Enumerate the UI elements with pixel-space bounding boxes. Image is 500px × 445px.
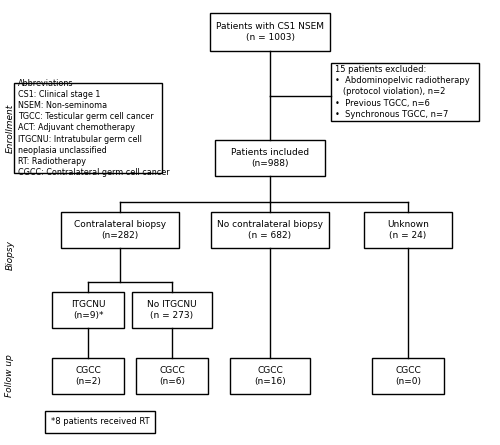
Text: CGCC
(n=2): CGCC (n=2) [75,366,101,386]
Bar [52,292,124,328]
Text: Unknown
(n = 24): Unknown (n = 24) [387,220,429,240]
Bar [45,411,155,433]
Bar [136,358,208,394]
Text: Patients with CS1 NSEM
(n = 1003): Patients with CS1 NSEM (n = 1003) [216,22,324,42]
Bar [61,212,179,248]
Text: CGCC
(n=6): CGCC (n=6) [159,366,185,386]
Bar [215,140,325,176]
Text: Contralateral biopsy
(n=282): Contralateral biopsy (n=282) [74,220,166,240]
Bar [230,358,310,394]
Text: 15 patients excluded:
•  Abdominopelvic radiotherapy
   (protocol violation), n=: 15 patients excluded: • Abdominopelvic r… [335,65,470,119]
Text: No ITGCNU
(n = 273): No ITGCNU (n = 273) [147,300,197,320]
Text: Biopsy: Biopsy [6,240,15,270]
Bar [14,83,162,173]
Text: ITGCNU
(n=9)*: ITGCNU (n=9)* [71,300,105,320]
Bar [52,358,124,394]
Bar [211,212,329,248]
Text: Enrollment: Enrollment [6,103,15,153]
Bar [364,212,452,248]
Text: CGCC
(n=16): CGCC (n=16) [254,366,286,386]
Bar [210,13,330,51]
Bar [331,63,479,121]
Bar [132,292,212,328]
Bar [372,358,444,394]
Text: Follow up: Follow up [6,355,15,397]
Text: No contralateral biopsy
(n = 682): No contralateral biopsy (n = 682) [217,220,323,240]
Text: Abbreviations
CS1: Clinical stage 1
NSEM: Non-seminoma
TGCC: Testicular germ cel: Abbreviations CS1: Clinical stage 1 NSEM… [18,79,170,177]
Text: Patients included
(n=988): Patients included (n=988) [231,148,309,168]
Text: *8 patients received RT: *8 patients received RT [50,417,150,426]
Text: CGCC
(n=0): CGCC (n=0) [395,366,421,386]
